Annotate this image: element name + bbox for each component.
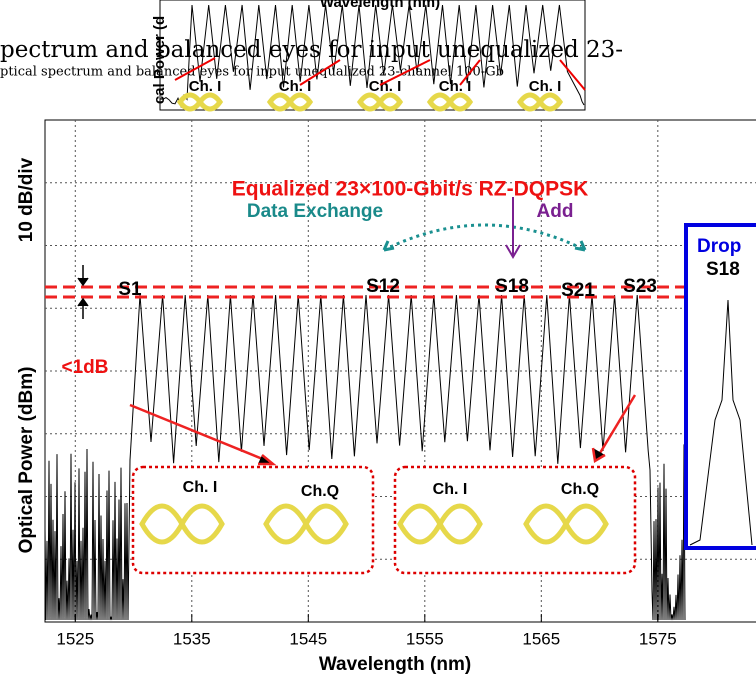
eye-diagram <box>266 92 314 112</box>
channel-label: S21 <box>561 280 595 301</box>
exchange-arrow <box>383 223 586 252</box>
eye-diagram <box>356 92 404 112</box>
x-axis-title: Wavelength (nm) <box>319 654 471 675</box>
drop-label: Drop <box>697 236 741 257</box>
top-eye-label: Ch. I <box>529 78 562 95</box>
spectrum-trace <box>44 294 686 621</box>
top-eye-label: Ch. I <box>439 78 472 95</box>
eye-diagram <box>523 503 609 545</box>
top-eye-label: Ch. I <box>369 78 402 95</box>
y-scale-label: 10 dB/div <box>16 157 37 242</box>
top-y-title: cal Power (d <box>151 16 168 104</box>
plot-title: Equalized 23×100-Gbit/s RZ-DQPSK <box>232 178 589 201</box>
eye-diagram <box>516 92 564 112</box>
top-axis-title: Wavelength (nm) <box>320 0 440 11</box>
channel-label: S12 <box>366 276 400 297</box>
drop-box <box>684 223 756 550</box>
x-tick-label: 1565 <box>522 629 560 648</box>
ripple-label: <1dB <box>62 357 109 378</box>
drop-trace <box>689 299 753 546</box>
channel-label: S18 <box>495 276 529 297</box>
eye-diagram <box>263 503 349 545</box>
x-tick-label: 1525 <box>56 629 94 648</box>
y-axis-title: Optical Power (dBm) <box>16 367 37 554</box>
x-tick-label: 1575 <box>639 629 677 648</box>
top-eye-label: Ch. I <box>189 78 222 95</box>
eye-label: Ch.Q <box>301 483 339 500</box>
channel-label: S1 <box>118 279 142 300</box>
eye-diagram <box>397 503 483 545</box>
eye-diagram <box>139 503 225 545</box>
eye-diagram <box>176 92 224 112</box>
eye-label: Ch. I <box>183 479 218 496</box>
add-label: Add <box>537 201 574 222</box>
caption-small: ptical spectrum and balanced eyes for in… <box>0 65 504 80</box>
drop-channel-label: S18 <box>706 259 740 280</box>
eye-label: Ch.Q <box>561 481 599 498</box>
x-tick-label: 1555 <box>406 629 444 648</box>
channel-label: S23 <box>623 276 657 297</box>
data-exchange-label: Data Exchange <box>247 201 383 222</box>
x-tick-label: 1545 <box>289 629 327 648</box>
caption-large: pectrum and balanced eyes for input uneq… <box>0 37 623 63</box>
x-tick-label: 1535 <box>173 629 211 648</box>
top-figure: Wavelength (nm) cal Power (d pectrum and… <box>0 0 623 112</box>
eye-label: Ch. I <box>433 481 468 498</box>
eye-diagram <box>426 92 474 112</box>
